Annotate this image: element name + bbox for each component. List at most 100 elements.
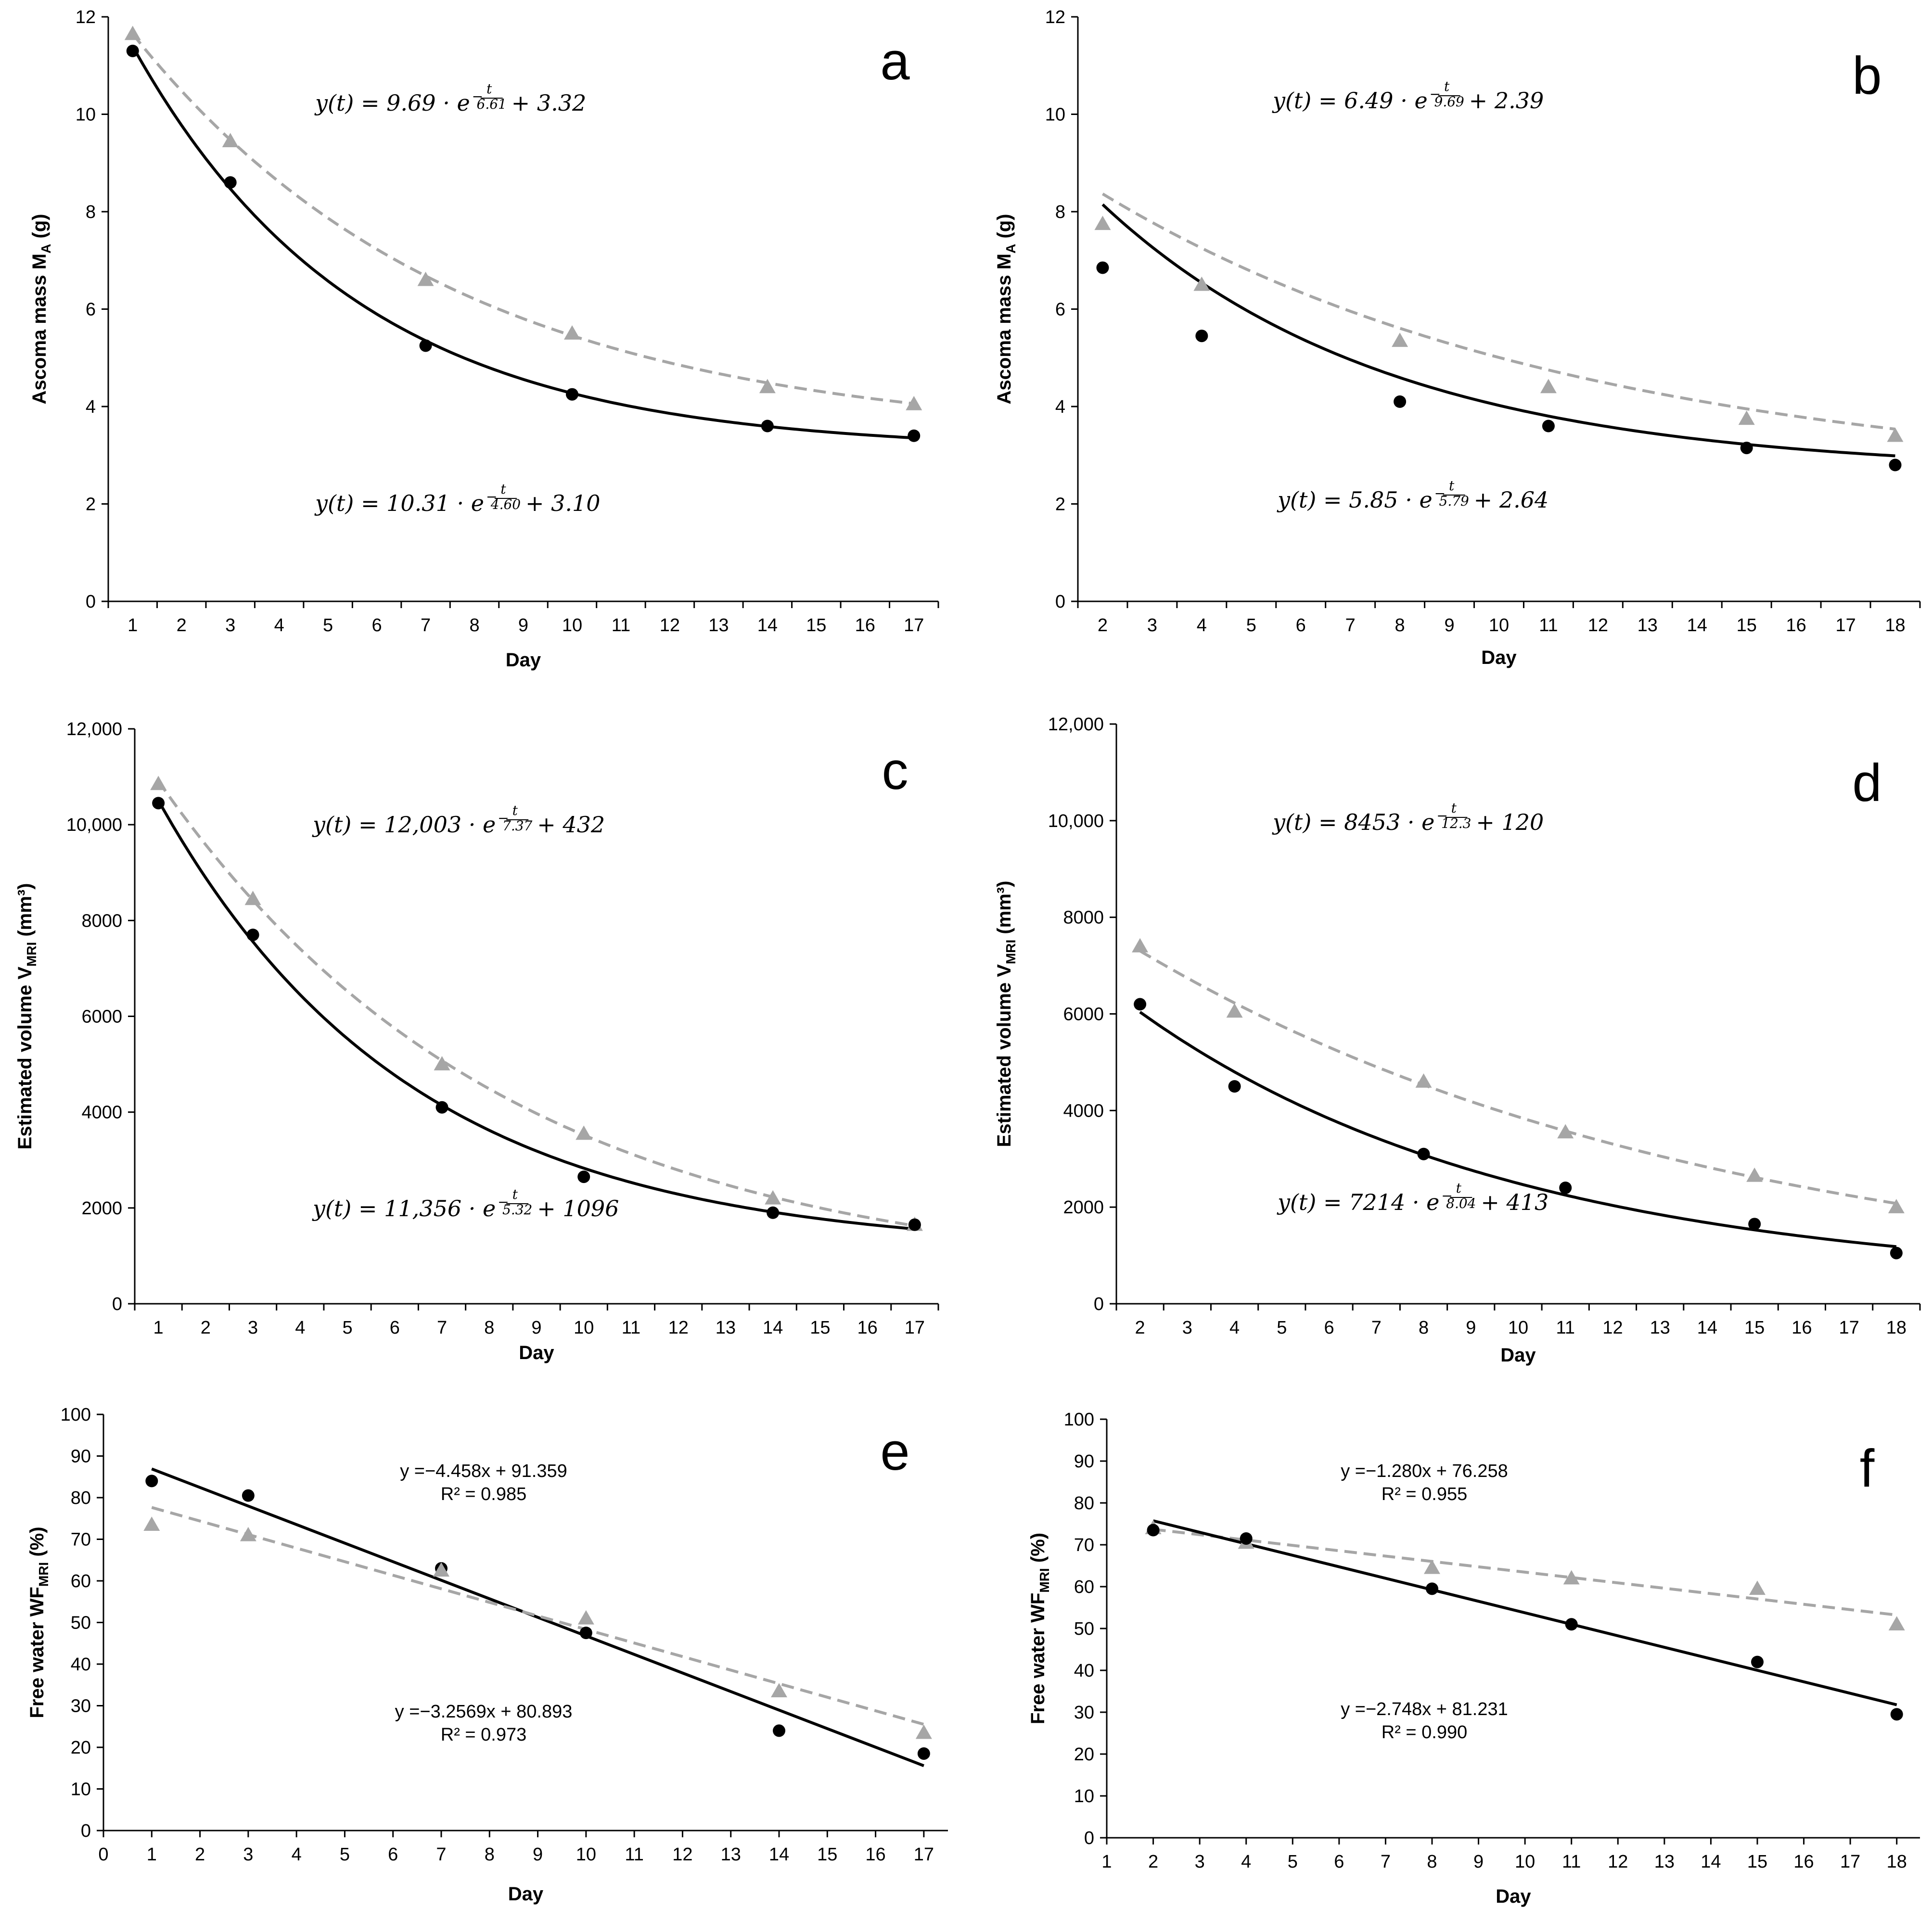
data-point-triangle — [1094, 216, 1111, 230]
fit-equation-text: y(t) = 8453 · e — [1272, 809, 1434, 835]
x-axis-title: Day — [1481, 647, 1517, 668]
x-tick-label: 14 — [769, 1845, 789, 1865]
y-tick-label: 10 — [1074, 1786, 1094, 1807]
y-tick-label: 4000 — [1063, 1101, 1104, 1121]
fit-equation-exponent-denominator: 8.04 — [1446, 1196, 1476, 1211]
y-tick-label: 10 — [76, 105, 96, 125]
x-tick-label: 14 — [763, 1318, 783, 1338]
fit-equation-constant: + 413 — [1481, 1189, 1548, 1215]
y-axis-title: Free water WFMRI (%) — [26, 1527, 51, 1718]
chart-panel-b: 0 2 4 6 8 10 12 2 3 4 5 6 7 8 9 10 11 12 13 14 15 16 17 18 Day As… — [994, 7, 1921, 668]
y-tick-label: 10,000 — [66, 815, 122, 835]
y-axis-title-subscript: MRI — [36, 1562, 51, 1587]
y-tick-label: 4 — [1055, 397, 1065, 417]
data-point-triangle — [1415, 1073, 1432, 1088]
fit-line-series-1 — [157, 800, 915, 1231]
x-tick-label: 13 — [721, 1845, 741, 1865]
x-tick-label: 4 — [274, 615, 284, 636]
data-point-triangle — [222, 133, 239, 147]
y-tick-label: 80 — [71, 1488, 91, 1508]
y-tick-label: 2000 — [81, 1198, 122, 1219]
x-tick-label: 13 — [1654, 1852, 1675, 1872]
x-tick-label: 14 — [757, 615, 778, 636]
data-point-circle — [435, 1101, 448, 1114]
y-axis-title: Ascoma mass MA (g) — [994, 214, 1018, 405]
y-tick-label: 8 — [1055, 202, 1065, 222]
y-tick-label: 100 — [1064, 1410, 1094, 1430]
x-tick-label: 3 — [1147, 615, 1157, 636]
x-tick-label: 9 — [1473, 1852, 1484, 1872]
fit-equation-exponent-numerator: t — [1444, 78, 1450, 94]
data-point-triangle — [1540, 379, 1557, 394]
x-tick-label: 7 — [436, 1845, 446, 1865]
y-axis-title-main: Estimated volume V — [14, 967, 36, 1149]
data-point-triangle — [1888, 1616, 1905, 1631]
y-axis-title-unit: (g) — [994, 214, 1015, 244]
x-tick-label: 12 — [668, 1318, 689, 1338]
fit-line-series-1 — [131, 45, 914, 440]
data-point-triangle — [915, 1724, 932, 1739]
y-tick-label: 8 — [86, 202, 96, 222]
x-tick-label: 12 — [672, 1845, 692, 1865]
fit-equation: y(t) = 9.69 · e − t6.61 + 3.32 — [314, 81, 586, 116]
y-axis-title-main: Estimated volume V — [994, 964, 1015, 1147]
fit-equation-minus: − — [1434, 485, 1446, 501]
y-axis-title-unit: (%) — [26, 1527, 48, 1562]
panel-letter-a: a — [880, 32, 910, 91]
data-point-circle — [1890, 1708, 1903, 1721]
x-tick-label: 2 — [1135, 1318, 1145, 1338]
data-point-circle — [1890, 1247, 1903, 1259]
x-tick-label: 3 — [225, 615, 235, 636]
fit-r-squared: R² = 0.973 — [441, 1725, 527, 1745]
x-tick-label: 2 — [1148, 1852, 1158, 1872]
data-point-circle — [1426, 1582, 1438, 1595]
x-axis-title: Day — [508, 1883, 544, 1905]
data-point-circle — [242, 1489, 255, 1502]
x-tick-label: 3 — [1182, 1318, 1192, 1338]
x-tick-label: 7 — [1345, 615, 1356, 636]
y-tick-label: 6 — [86, 300, 96, 320]
fit-equation-minus: − — [472, 89, 483, 104]
fit-equation-exponent-denominator: 9.69 — [1434, 94, 1464, 110]
data-point-circle — [419, 339, 432, 352]
y-tick-label: 10 — [1045, 105, 1065, 125]
y-tick-label: 40 — [1074, 1661, 1094, 1681]
fit-equation-exponent-numerator: t — [512, 802, 518, 818]
y-axis-title-main: Free water WF — [1027, 1593, 1049, 1724]
x-tick-label: 12 — [1608, 1852, 1628, 1872]
y-tick-label: 0 — [1055, 592, 1065, 612]
x-tick-label: 12 — [1602, 1318, 1623, 1338]
x-tick-label: 9 — [531, 1318, 541, 1338]
y-tick-label: 8000 — [81, 911, 122, 931]
data-point-triangle — [417, 271, 434, 286]
data-point-circle — [1240, 1532, 1253, 1545]
fit-equation-exponent-denominator: 6.61 — [477, 96, 507, 112]
fit-equation-minus: − — [498, 810, 509, 826]
x-tick-label: 2 — [201, 1318, 211, 1338]
x-tick-label: 15 — [1747, 1852, 1767, 1872]
y-tick-label: 2 — [1055, 495, 1065, 515]
x-tick-label: 17 — [1839, 1318, 1859, 1338]
fit-equation: y(t) = 6.49 · e − t9.69 + 2.39 — [1272, 78, 1544, 114]
fit-equation-constant: + 2.64 — [1474, 487, 1549, 513]
x-axis-title: Day — [519, 1342, 554, 1363]
x-tick-label: 11 — [1562, 1852, 1581, 1872]
data-point-triangle — [1193, 276, 1210, 291]
fit-equation: y(t) = 12,003 · e − t7.37 + 432 — [312, 802, 605, 838]
x-tick-label: 5 — [342, 1318, 352, 1338]
fit-line-series-1 — [1152, 1519, 1897, 1706]
x-tick-label: 6 — [372, 615, 382, 636]
fit-equation-constant: + 432 — [537, 812, 605, 838]
data-point-circle — [1096, 261, 1109, 274]
fit-equation-constant: + 2.39 — [1469, 88, 1544, 114]
x-tick-label: 8 — [1427, 1852, 1437, 1872]
y-tick-label: 12 — [76, 7, 96, 27]
data-point-triangle — [771, 1683, 787, 1697]
panel-letter-c: c — [882, 741, 908, 801]
data-point-triangle — [906, 395, 922, 410]
x-tick-label: 7 — [437, 1318, 447, 1338]
x-tick-label: 11 — [625, 1845, 643, 1865]
data-point-triangle — [150, 776, 167, 790]
